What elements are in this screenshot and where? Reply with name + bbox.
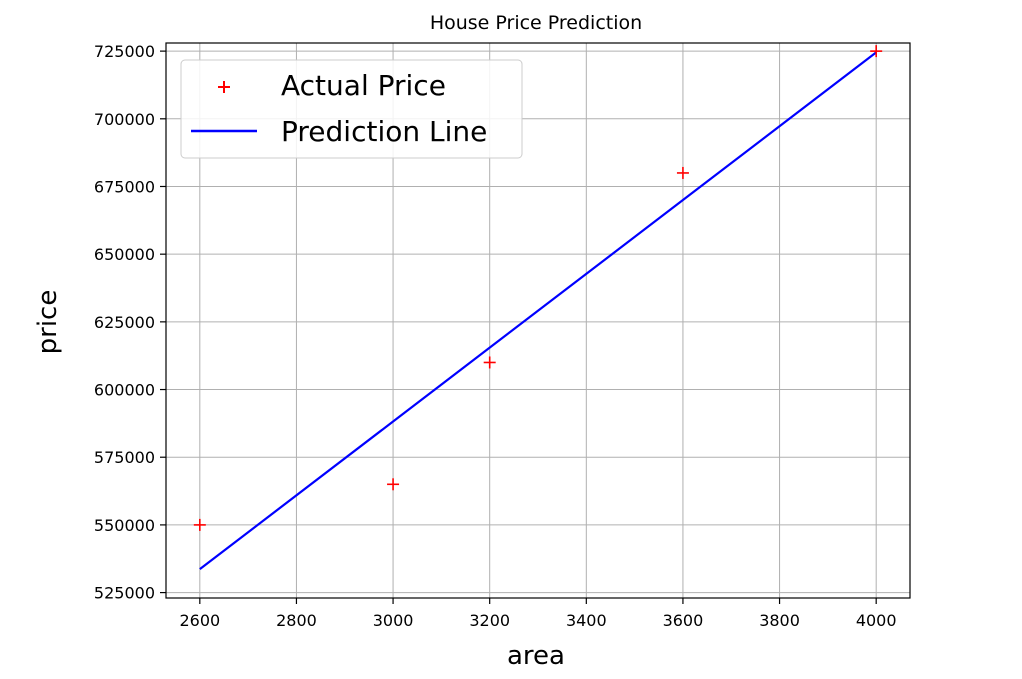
chart-title: House Price Prediction	[430, 12, 642, 34]
legend: Actual Price Prediction Line	[180, 59, 523, 159]
actual-price-point	[870, 45, 883, 58]
y-tick-label: 525000	[94, 584, 155, 603]
plot-frame	[165, 42, 911, 599]
x-tick-label: 3000	[373, 611, 414, 630]
legend-box	[180, 59, 523, 159]
actual-price-point	[193, 518, 206, 531]
y-tick-label: 625000	[94, 313, 155, 332]
series-layer	[193, 45, 883, 571]
x-tick-label: 3600	[663, 611, 704, 630]
x-ticks: 2600 2800 3000 3200 3400 3600 3800 4000	[179, 598, 897, 630]
actual-price-point	[676, 166, 689, 179]
actual-price-point	[387, 478, 400, 491]
y-tick-label: 600000	[94, 381, 155, 400]
x-axis-title: area	[507, 641, 565, 671]
y-tick-label: 650000	[94, 245, 155, 264]
y-tick-label: 575000	[94, 448, 155, 467]
x-tick-label: 2600	[179, 611, 220, 630]
y-tick-label: 550000	[94, 516, 155, 535]
x-tick-label: 3800	[759, 611, 800, 630]
grid-layer	[166, 43, 910, 598]
y-ticks: 525000 550000 575000 600000 625000 650000 6750…	[94, 42, 166, 603]
actual-price-point	[483, 356, 496, 369]
legend-label-actual-price: Actual Price	[281, 69, 446, 102]
prediction-line	[199, 51, 877, 571]
y-tick-label: 700000	[94, 110, 155, 129]
x-tick-label: 3400	[566, 611, 607, 630]
x-tick-label: 2800	[276, 611, 317, 630]
legend-plus-marker-icon	[218, 81, 230, 93]
y-tick-label: 675000	[94, 177, 155, 196]
legend-label-prediction-line: Prediction Line	[281, 115, 487, 148]
y-axis-title: price	[33, 290, 63, 355]
x-tick-label: 3200	[469, 611, 510, 630]
y-tick-label: 725000	[94, 42, 155, 61]
x-tick-label: 4000	[856, 611, 897, 630]
